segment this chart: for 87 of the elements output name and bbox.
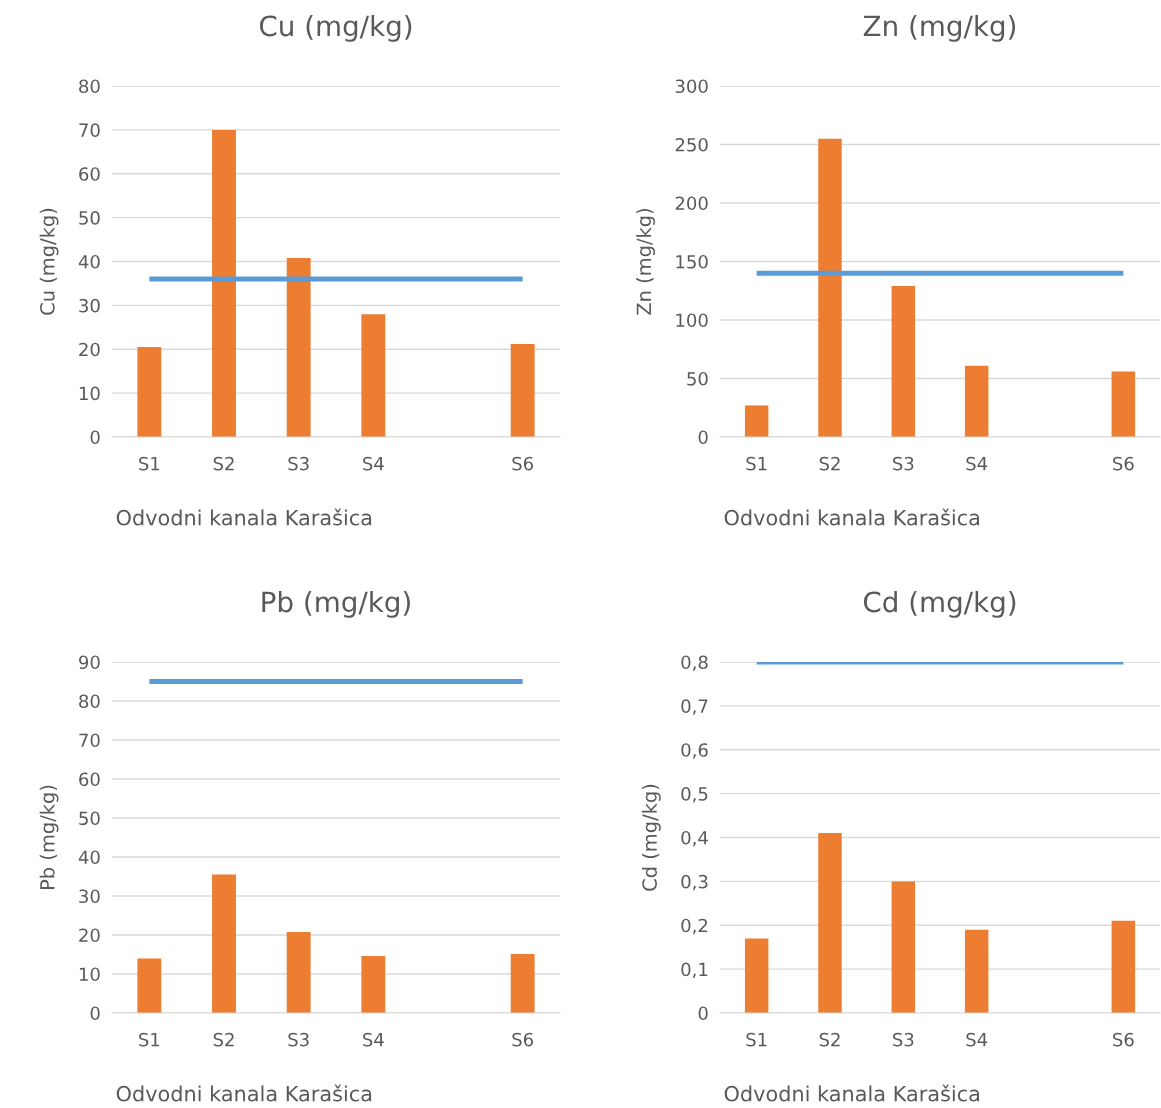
x-tick-label: S4	[363, 1032, 384, 1047]
y-tick-label: 0	[90, 1006, 100, 1021]
y-tick-label: 0,8	[681, 655, 708, 671]
x-tick-label: S6	[1113, 1032, 1134, 1047]
y-tick-label: 80	[79, 79, 100, 94]
y-tick-label: 150	[676, 254, 708, 269]
y-tick-label: 10	[79, 967, 100, 982]
y-tick-label: 0	[698, 1006, 708, 1021]
bar	[744, 405, 769, 437]
y-axis-title: Cd (mg/kg)	[641, 784, 661, 891]
y-tick-label: 30	[79, 298, 100, 313]
chart-title: Zn (mg/kg)	[863, 14, 1016, 42]
x-tick-label: S2	[213, 456, 234, 471]
y-axis-title: Zn (mg/kg)	[636, 208, 655, 315]
y-tick-label: 200	[675, 196, 708, 211]
bar	[137, 958, 162, 1013]
x-tick-label: S6	[1113, 456, 1134, 471]
y-tick-label: 0	[698, 430, 708, 445]
x-tick-label: S6	[512, 1032, 533, 1047]
y-axis-title: Cu (mg/kg)	[39, 208, 59, 315]
x-tick-label: S2	[213, 1032, 234, 1047]
x-tick-label: S2	[819, 1032, 840, 1047]
y-tick-label: 50	[79, 211, 100, 225]
bar	[361, 314, 386, 437]
y-tick-label: 0,3	[681, 874, 708, 891]
y-tick-label: 300	[675, 79, 708, 94]
bar	[964, 365, 989, 437]
y-tick-label: 60	[79, 167, 100, 181]
x-tick-label: S4	[363, 456, 384, 471]
x-tick-label: S4	[966, 1032, 988, 1047]
y-tick-label: 0,6	[681, 743, 708, 759]
x-tick-label: S3	[288, 1032, 309, 1047]
y-tick-label: 0,7	[681, 699, 708, 715]
y-tick-label: 50	[687, 371, 708, 386]
y-tick-label: 0,4	[681, 830, 708, 847]
y-tick-label: 50	[79, 811, 100, 826]
x-axis-title: Odvodni kanala Karašica	[724, 1084, 980, 1102]
y-tick-label: 40	[78, 254, 100, 269]
bar	[286, 931, 311, 1013]
y-tick-label: 0,2	[681, 918, 708, 935]
y-tick-label: 70	[79, 123, 100, 137]
y-tick-label: 0	[90, 430, 100, 445]
y-tick-label: 70	[79, 733, 100, 748]
y-tick-label: 250	[675, 137, 708, 152]
y-tick-label: 10	[79, 386, 100, 401]
bar	[1111, 920, 1136, 1013]
y-tick-label: 60	[79, 772, 100, 787]
x-axis-title: Odvodni kanala Karašica	[116, 1084, 372, 1102]
bar	[361, 956, 386, 1013]
y-tick-label: 30	[79, 889, 100, 904]
y-tick-label: 80	[79, 694, 100, 709]
y-tick-label: 0,5	[681, 787, 708, 803]
x-tick-label: S6	[512, 456, 533, 471]
bar	[891, 881, 916, 1013]
bar	[510, 954, 535, 1013]
y-axis-title: Pb (mg/kg)	[39, 785, 59, 890]
bar	[744, 938, 769, 1013]
x-tick-label: S3	[893, 456, 914, 471]
y-tick-label: 100	[676, 313, 708, 328]
y-tick-label: 20	[79, 342, 100, 357]
bar	[818, 833, 842, 1013]
bar	[137, 347, 162, 437]
y-tick-label: 0,1	[681, 962, 708, 979]
x-tick-label: S3	[893, 1032, 914, 1047]
bar	[286, 257, 311, 437]
bar	[818, 138, 842, 437]
x-tick-label: S1	[139, 456, 160, 471]
x-axis-title: Odvodni kanala Karašica	[116, 508, 372, 526]
bar	[212, 129, 236, 437]
bar	[964, 929, 989, 1013]
x-tick-label: S2	[819, 456, 840, 471]
bar	[891, 286, 916, 437]
x-tick-label: S1	[746, 1032, 767, 1047]
x-tick-label: S3	[288, 456, 309, 471]
chart-title: Cu (mg/kg)	[259, 14, 412, 42]
y-tick-label: 20	[79, 928, 100, 943]
bar	[1111, 371, 1136, 437]
y-tick-label: 90	[79, 655, 100, 670]
bar	[212, 874, 236, 1013]
y-tick-label: 40	[78, 850, 100, 865]
x-tick-label: S4	[966, 456, 988, 471]
chart-title: Pb (mg/kg)	[262, 590, 410, 618]
x-tick-label: S1	[139, 1032, 160, 1047]
chart-title: Cd (mg/kg)	[863, 590, 1016, 618]
bar	[510, 343, 535, 437]
x-tick-label: S1	[746, 456, 767, 471]
x-axis-title: Odvodni kanala Karašica	[724, 508, 980, 526]
